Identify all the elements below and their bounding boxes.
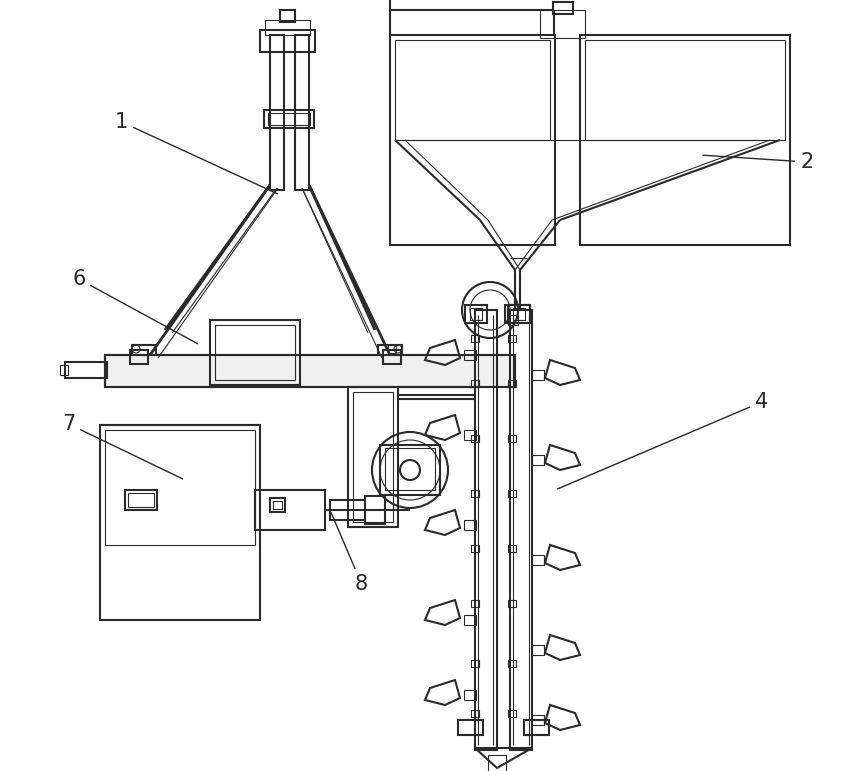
Bar [105, 355, 515, 387]
Bar [553, 2, 573, 14]
Bar [471, 545, 479, 552]
Bar [128, 493, 154, 507]
Bar [532, 455, 544, 465]
Bar [295, 35, 309, 190]
Bar [390, 35, 555, 245]
Bar [532, 645, 544, 655]
Bar [383, 350, 401, 364]
Bar [471, 600, 479, 607]
Bar [378, 345, 402, 363]
Bar [510, 310, 532, 750]
Text: 4: 4 [557, 392, 768, 489]
Bar [470, 308, 482, 320]
Bar [264, 110, 314, 128]
Text: 6: 6 [72, 269, 198, 344]
Bar [380, 445, 440, 495]
Bar [388, 345, 396, 353]
Text: 1: 1 [115, 112, 278, 194]
Bar [365, 496, 385, 524]
Bar [130, 350, 148, 364]
Bar [464, 430, 476, 440]
Bar [471, 710, 479, 717]
Bar [270, 498, 285, 512]
Bar [464, 615, 476, 625]
Bar [471, 335, 479, 342]
Bar [508, 660, 516, 667]
Bar [585, 40, 785, 140]
Bar [65, 362, 107, 378]
Bar [260, 30, 315, 52]
Bar [348, 387, 398, 527]
Bar [268, 113, 310, 125]
Bar [508, 335, 516, 342]
Text: 2: 2 [703, 152, 813, 172]
Bar [488, 755, 506, 771]
Bar [532, 370, 544, 380]
Bar [580, 35, 790, 245]
Bar [100, 425, 260, 620]
Bar [508, 490, 516, 497]
Bar [105, 430, 255, 545]
Bar [210, 320, 300, 385]
Bar [505, 305, 530, 323]
Bar [471, 435, 479, 442]
Text: 7: 7 [62, 414, 183, 479]
Bar [540, 10, 585, 38]
Bar [471, 490, 479, 497]
Bar [265, 20, 310, 35]
Bar [508, 380, 516, 387]
Bar [280, 10, 295, 22]
Bar [532, 715, 544, 725]
Bar [471, 380, 479, 387]
Bar [330, 500, 365, 520]
Bar [532, 555, 544, 565]
Bar [465, 305, 487, 323]
Bar [385, 448, 435, 490]
Bar [471, 660, 479, 667]
Bar [105, 355, 515, 387]
Bar [508, 710, 516, 717]
Bar [513, 308, 525, 320]
Bar [464, 690, 476, 700]
Bar [508, 435, 516, 442]
Bar [270, 35, 284, 190]
Bar [353, 392, 393, 522]
Bar [125, 490, 157, 510]
Bar [273, 501, 282, 509]
Bar [508, 545, 516, 552]
Bar [255, 490, 325, 530]
Bar [215, 325, 295, 380]
Bar [464, 350, 476, 360]
Bar [508, 315, 518, 325]
Bar [132, 345, 156, 363]
Bar [508, 305, 530, 323]
Bar [464, 520, 476, 530]
Bar [395, 40, 550, 140]
Text: 8: 8 [331, 513, 368, 594]
Bar [524, 720, 549, 735]
Bar [508, 600, 516, 607]
Bar [475, 310, 497, 750]
Bar [60, 365, 68, 375]
Bar [458, 720, 483, 735]
